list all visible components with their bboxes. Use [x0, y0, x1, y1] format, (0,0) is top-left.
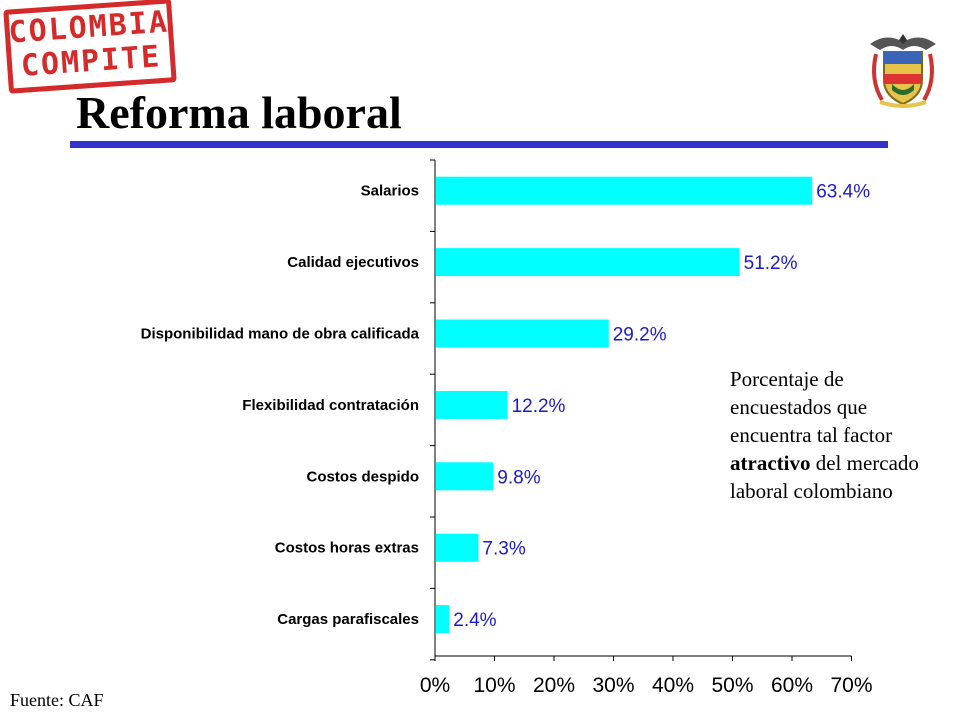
category-label: Disponibilidad mano de obra calificada [141, 326, 420, 343]
x-tick-label: 50% [711, 674, 753, 697]
x-tick-label: 60% [771, 674, 813, 697]
category-label: Costos horas extras [275, 540, 419, 557]
bar [436, 462, 494, 491]
bar [436, 176, 813, 205]
value-label: 9.8% [497, 467, 540, 488]
note-text-2: del mercado laboral colombiano [730, 451, 919, 503]
value-label: 12.2% [512, 396, 566, 417]
bar [436, 533, 479, 562]
category-label: Cargas parafiscales [277, 611, 419, 628]
value-label: 7.3% [482, 539, 525, 560]
value-label: 63.4% [816, 182, 870, 203]
note-emphasis: atractivo [730, 451, 811, 475]
title-underline [70, 141, 888, 148]
page-title: Reforma laboral [76, 87, 402, 138]
x-tick-label: 70% [830, 674, 872, 697]
category-label: Salarios [361, 183, 419, 200]
bar [436, 319, 609, 348]
x-tick-label: 30% [592, 674, 634, 697]
colombia-compite-logo: COLOMBIA COMPITE [3, 0, 177, 94]
value-label: 2.4% [453, 610, 496, 631]
category-label: Flexibilidad contratación [242, 397, 419, 414]
value-label: 29.2% [613, 325, 667, 346]
x-tick-label: 40% [652, 674, 694, 697]
x-tick-label: 20% [533, 674, 575, 697]
x-tick-label: 10% [473, 674, 515, 697]
bar [436, 390, 508, 419]
bar-chart: 0% 10% 20% 30% 40% 50% 60% 70% Salarios 63.4% Cali… [141, 159, 873, 697]
note-text-1: Porcentaje de encuestados que encuentra … [730, 367, 893, 447]
bar [436, 248, 740, 277]
chart-note: Porcentaje de encuestados que encuentra … [730, 365, 945, 505]
category-label: Calidad ejecutivos [287, 254, 419, 271]
source-note: Fuente: CAF [10, 690, 104, 710]
category-label: Costos despido [306, 468, 419, 485]
bar [436, 605, 450, 634]
x-tick-label: 0% [420, 674, 450, 697]
coat-of-arms-icon [870, 34, 936, 108]
value-label: 51.2% [744, 253, 798, 274]
